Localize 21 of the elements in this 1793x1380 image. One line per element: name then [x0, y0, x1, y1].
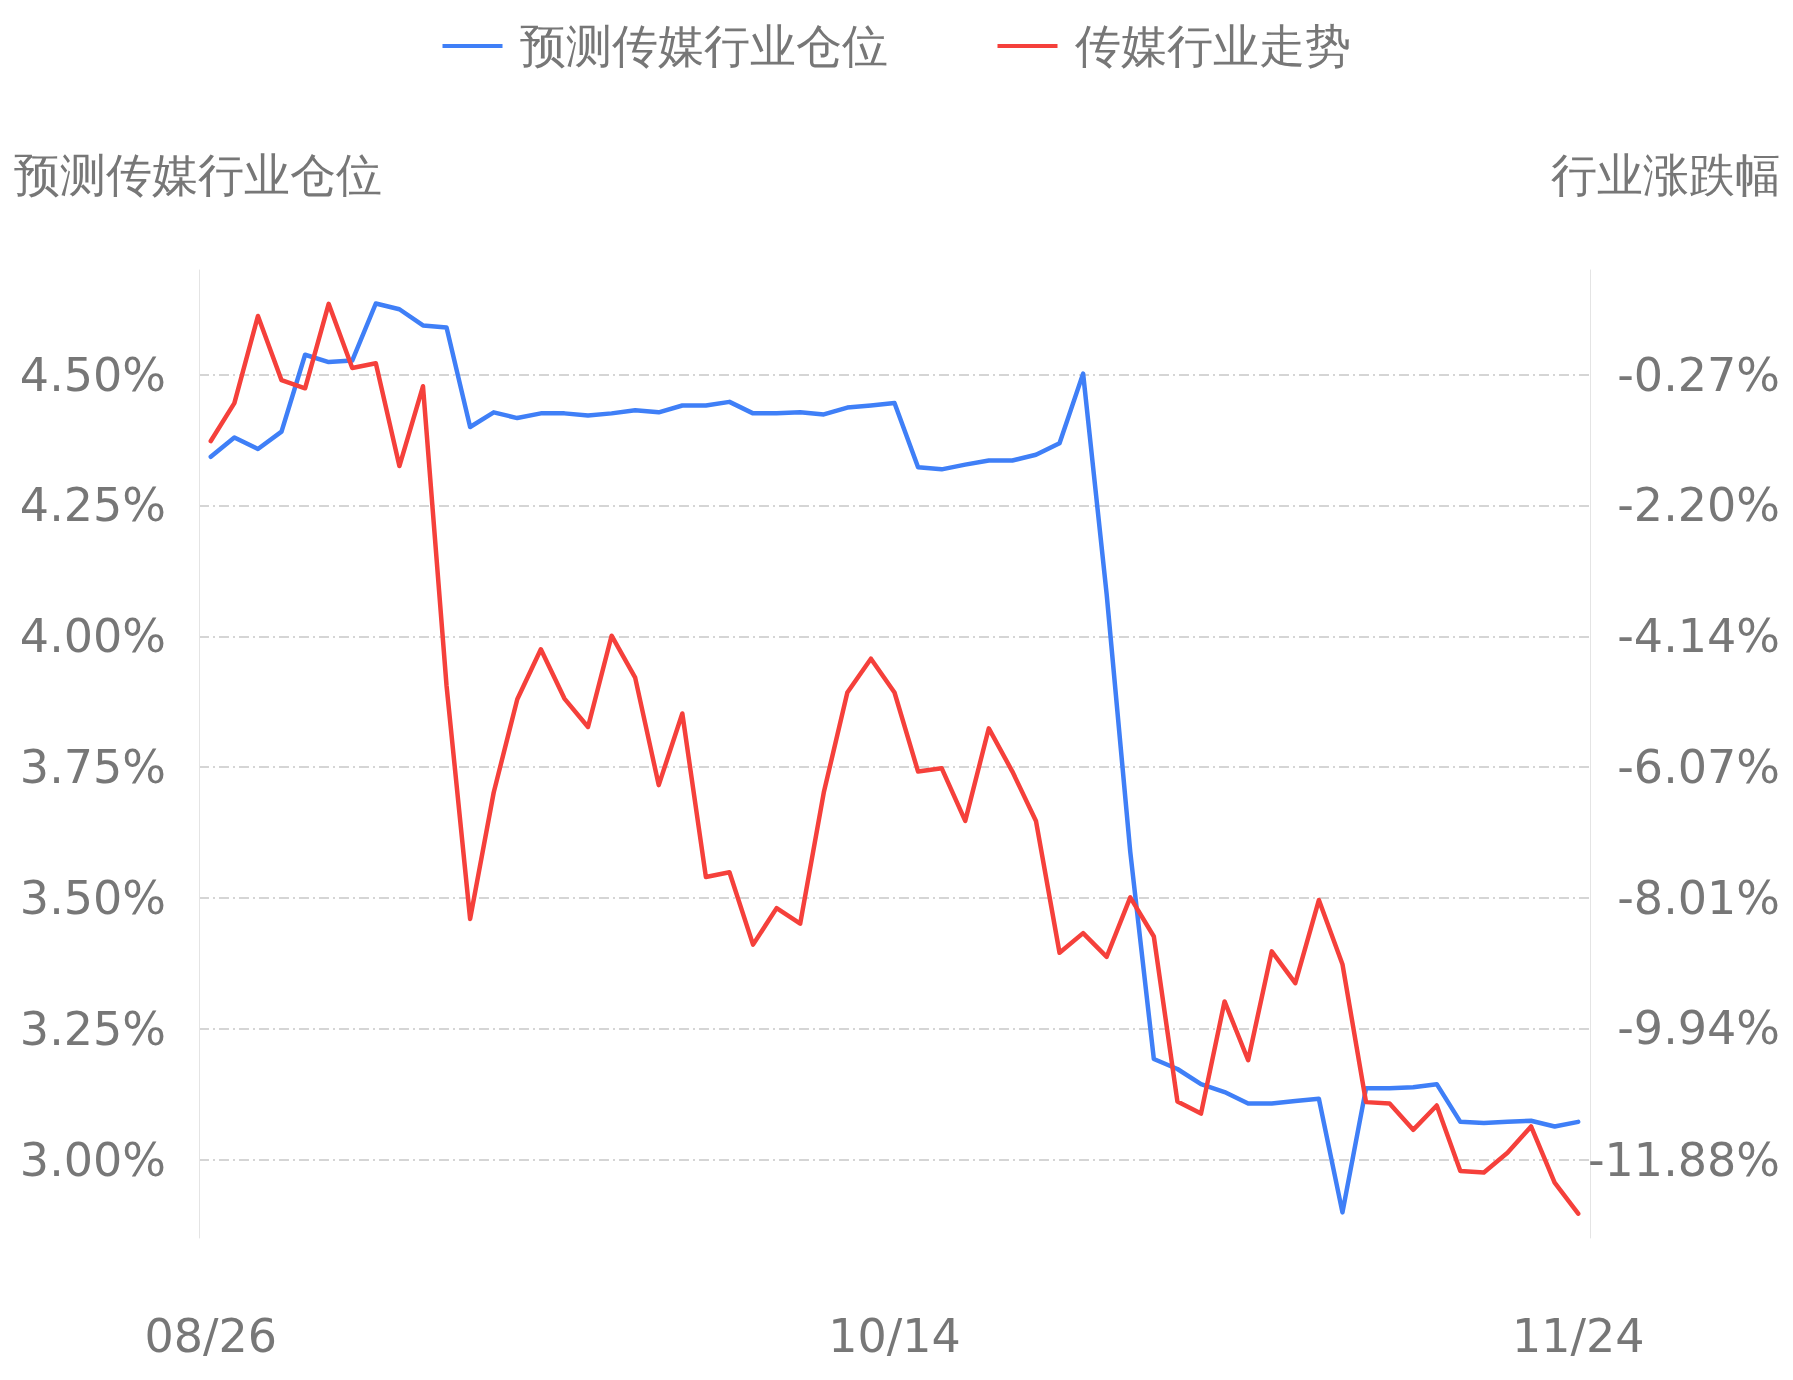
y-tick-label: 3.50% — [19, 870, 166, 925]
y-tick-label: 4.00% — [19, 609, 166, 664]
y2-tick-label: -6.07% — [1617, 739, 1780, 794]
y-tick-label: 4.50% — [19, 347, 166, 402]
x-tick-label: 08/26 — [144, 1309, 278, 1363]
y2-tick-label: -8.01% — [1617, 870, 1780, 925]
y-tick-label: 3.25% — [19, 1001, 166, 1056]
y-tick-label: 4.25% — [19, 478, 166, 533]
legend-label: 传媒行业走势 — [1074, 19, 1351, 73]
y-tick-label: 3.75% — [19, 740, 166, 795]
y-tick-label: 3.00% — [19, 1132, 166, 1187]
y-axis-title: 预测传媒行业仓位 — [14, 148, 382, 202]
y2-axis-title: 行业涨跌幅 — [1551, 148, 1781, 202]
y2-tick-label: -9.94% — [1617, 1001, 1780, 1056]
x-tick-label: 10/14 — [828, 1309, 961, 1363]
y2-tick-label: -4.14% — [1617, 609, 1780, 664]
x-tick-label: 11/24 — [1511, 1309, 1645, 1363]
legend-label: 预测传媒行业仓位 — [519, 19, 888, 73]
y2-tick-label: -0.27% — [1617, 347, 1780, 402]
y2-tick-label: -11.88% — [1588, 1132, 1780, 1187]
y2-tick-label: -2.20% — [1617, 478, 1780, 533]
